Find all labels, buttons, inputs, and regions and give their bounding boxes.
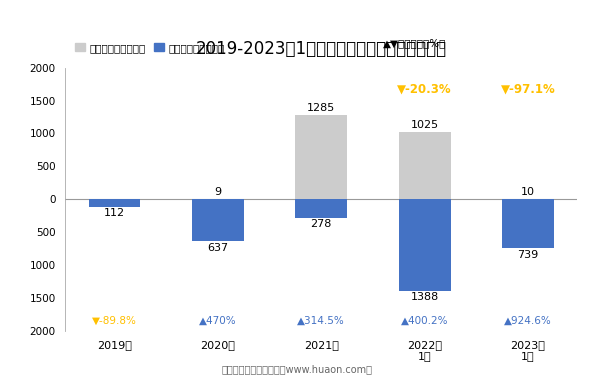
Text: 112: 112: [104, 208, 125, 218]
Text: ▼-89.8%: ▼-89.8%: [92, 316, 137, 326]
Text: ▼-97.1%: ▼-97.1%: [500, 82, 555, 95]
Text: ▲924.6%: ▲924.6%: [504, 316, 552, 326]
Text: 制图：华经产业研究院（www.huaon.com）: 制图：华经产业研究院（www.huaon.com）: [222, 364, 373, 374]
Text: ▼-20.3%: ▼-20.3%: [397, 82, 452, 95]
Text: 1285: 1285: [307, 103, 336, 113]
Legend: 出口总额（万美元）, 进口总额（万美元）: 出口总额（万美元）, 进口总额（万美元）: [71, 39, 229, 57]
Text: 278: 278: [311, 219, 332, 229]
Title: 2019-2023年1月奎屯保税物流中心进、出口额: 2019-2023年1月奎屯保税物流中心进、出口额: [196, 40, 447, 58]
Text: ▲470%: ▲470%: [199, 316, 237, 326]
Text: 1025: 1025: [411, 120, 439, 130]
Text: 637: 637: [208, 243, 228, 253]
Text: 739: 739: [518, 250, 538, 259]
Bar: [89, 199, 140, 207]
Text: ▲400.2%: ▲400.2%: [401, 316, 449, 326]
Bar: [502, 199, 554, 248]
Text: 9: 9: [214, 187, 221, 197]
Bar: [192, 199, 244, 241]
Text: ▲▼同比增速（%）: ▲▼同比增速（%）: [383, 38, 446, 48]
Bar: [296, 199, 347, 218]
Text: 10: 10: [521, 187, 535, 197]
Text: ▲314.5%: ▲314.5%: [298, 316, 345, 326]
Bar: [399, 199, 450, 291]
Text: 1388: 1388: [411, 292, 439, 302]
Bar: [399, 132, 450, 199]
Bar: [296, 115, 347, 199]
